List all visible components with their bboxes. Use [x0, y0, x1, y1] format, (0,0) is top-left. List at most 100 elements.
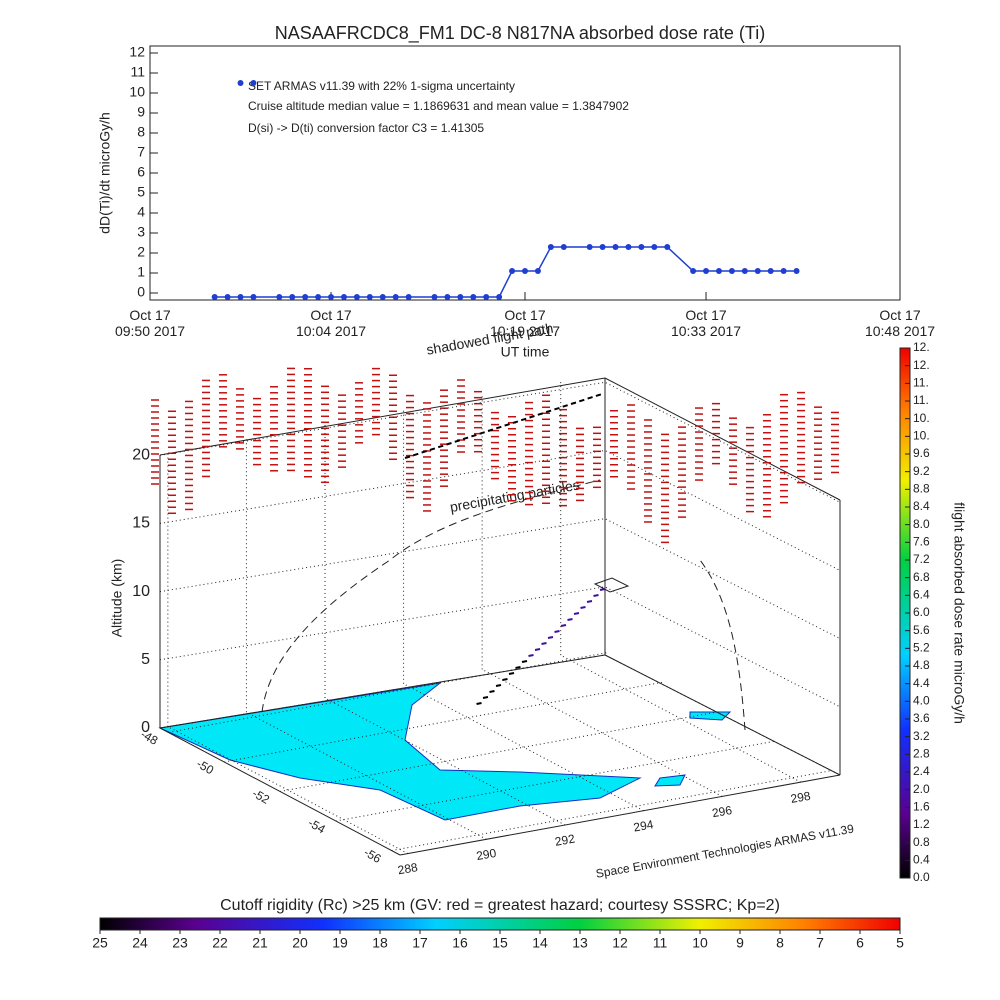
- grid-line: [224, 681, 665, 763]
- z-axis-label: Altitude (km): [109, 559, 125, 638]
- flight-dash: [471, 433, 477, 438]
- colorbar: [99, 917, 901, 931]
- colorbar-tick-label: 3.2: [913, 729, 930, 743]
- flight-dash: [579, 398, 585, 403]
- data-point: [302, 294, 309, 300]
- flight-dash: [595, 393, 602, 397]
- box-edge: [604, 654, 841, 776]
- data-point: [703, 268, 710, 274]
- colorbar-tick-label: 9.6: [913, 446, 930, 460]
- data-point: [276, 294, 283, 300]
- data-point: [741, 268, 748, 274]
- 3d-plot: shadowed flight path precipitating parti…: [109, 320, 856, 881]
- flight-dash: [554, 630, 560, 633]
- grid-line: [560, 654, 801, 783]
- data-point: [366, 294, 373, 300]
- flight-dash: [476, 702, 482, 705]
- y-tick-label: 9: [137, 104, 145, 120]
- colorbar-tick-label: 1.6: [913, 800, 930, 814]
- flight-dash: [587, 396, 593, 400]
- grid-line: [159, 449, 841, 571]
- data-point: [690, 268, 697, 274]
- colorbar-tick-label: 12.: [913, 340, 930, 354]
- flight-dash: [520, 417, 527, 422]
- data-point: [353, 294, 360, 300]
- flight-dash: [529, 415, 535, 419]
- data-point: [315, 294, 322, 300]
- colorbar-tick-label: 13: [572, 935, 588, 951]
- grid-line: [168, 651, 609, 733]
- colorbar-tick-label: 4.8: [913, 658, 930, 672]
- colorbar-tick-label: 23: [172, 935, 188, 951]
- grid-line: [159, 381, 841, 503]
- data-point: [522, 268, 528, 274]
- shadow-path: [699, 559, 746, 731]
- colorbar-tick-label: 12: [612, 935, 628, 951]
- flight-dash: [560, 624, 567, 627]
- colorbar-tick-label: 7.6: [913, 535, 930, 549]
- y-tick-label: -50: [194, 757, 216, 778]
- data-point: [728, 268, 735, 274]
- flight-dash: [489, 690, 495, 693]
- box-edge: [159, 377, 606, 456]
- annotation: Cruise altitude median value = 1.1869631…: [248, 99, 629, 113]
- x-tick-label: 294: [632, 817, 654, 834]
- data-point: [767, 268, 774, 274]
- flight-dash: [521, 660, 528, 663]
- data-point: [457, 294, 464, 300]
- y-tick-label: 1: [137, 264, 145, 280]
- x-tick-label: 288: [397, 860, 419, 877]
- box-edge: [399, 774, 841, 856]
- colorbar-tick-label: 16: [452, 935, 468, 951]
- flight-dash: [508, 672, 515, 675]
- flight-dash: [504, 423, 510, 427]
- colorbar-tick-label: 5.6: [913, 623, 930, 637]
- data-point: [599, 244, 606, 250]
- flight-dash: [573, 612, 580, 615]
- data-point: [470, 294, 477, 300]
- colorbar-tick-label: 10: [692, 935, 708, 951]
- flight-dash: [487, 428, 494, 432]
- data-point: [379, 294, 386, 300]
- colorbar-label: Cutoff rigidity (Rc) >25 km (GV: red = g…: [220, 897, 780, 914]
- colorbar-tick-label: 1.2: [913, 817, 930, 831]
- flight-dash: [446, 442, 452, 446]
- colorbar-tick-label: 4.0: [913, 694, 930, 708]
- colorbar-tick-label: 11.: [913, 376, 929, 390]
- data-point: [612, 244, 619, 250]
- data-point: [250, 294, 257, 300]
- data-point: [586, 244, 593, 250]
- y-tick-label: 8: [137, 124, 145, 140]
- colorbar-tick-label: 17: [412, 935, 428, 951]
- flight-dash: [545, 409, 552, 414]
- colorbar-tick-label: 8.4: [913, 499, 930, 513]
- x-tick-label: 292: [554, 831, 576, 848]
- aircraft-marker: [593, 577, 630, 593]
- colorbar-tick-label: 6.8: [913, 570, 930, 584]
- shadow-path: [261, 479, 601, 713]
- x-tick-label: Oct 17 10:33 2017: [671, 307, 741, 339]
- colorbar-tick-label: 20: [292, 935, 308, 951]
- data-point: [340, 294, 347, 300]
- y-tick-label: 2: [137, 244, 145, 260]
- data-point: [664, 244, 671, 250]
- colorbar-tick-label: 24: [132, 935, 148, 951]
- data-point: [431, 294, 438, 300]
- colorbar-tick-label: 18: [372, 935, 388, 951]
- colorbar-tick-label: 6.0: [913, 605, 930, 619]
- data-line: [214, 246, 797, 298]
- y-tick-label: -56: [362, 845, 384, 866]
- colorbar-tick-label: 6: [856, 935, 864, 951]
- data-point: [625, 244, 632, 250]
- data-point: [638, 244, 645, 250]
- colorbar-tick-label: 2.8: [913, 747, 930, 761]
- flight-dash: [580, 606, 586, 609]
- colorbar-label: flight absorbed dose rate microGy/h: [951, 502, 967, 724]
- colorbar-tick-label: 14: [532, 935, 548, 951]
- z-tick-label: 0: [141, 719, 150, 736]
- colorbar-tick-label: 8.8: [913, 482, 930, 496]
- flight-dash: [502, 678, 508, 681]
- flight-dash: [404, 455, 411, 459]
- colorbar-tick-label: 15: [492, 935, 508, 951]
